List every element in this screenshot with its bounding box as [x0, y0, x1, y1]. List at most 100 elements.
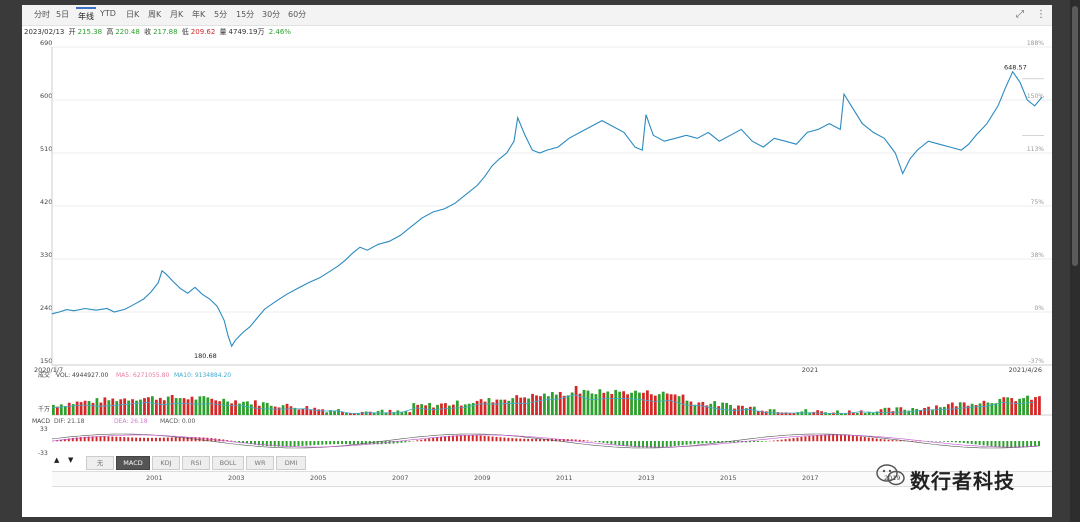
- time-navigator[interactable]: 2001 2003 2005 2007 2009 2011 2013 2015 2017 2019: [52, 471, 1052, 487]
- tab-period-11[interactable]: 60分: [288, 10, 307, 19]
- tab-period-5[interactable]: 周K: [148, 10, 162, 19]
- macd-dea-line: [51, 434, 1039, 448]
- macd-bar: [602, 441, 605, 443]
- macd-bar: [174, 437, 177, 442]
- macd-bar: [527, 438, 530, 442]
- volume-bar: [214, 400, 218, 415]
- macd-bar: [531, 438, 534, 442]
- scroll-down-arrow[interactable]: ▼: [68, 456, 74, 464]
- volume-bar: [87, 401, 91, 415]
- tab-period-4[interactable]: 日K: [126, 10, 140, 19]
- macd-bar: [475, 435, 478, 442]
- macd-bar: [400, 441, 403, 443]
- low-label: 低: [181, 28, 189, 36]
- volume-bar: [875, 411, 879, 415]
- volume-bar: [226, 401, 230, 415]
- macd-bar: [115, 436, 118, 442]
- tab-period-6[interactable]: 月K: [170, 10, 184, 19]
- macd-bar: [800, 436, 803, 442]
- tab-period-1[interactable]: 5日: [56, 10, 70, 19]
- macd-bar: [95, 436, 98, 442]
- macd-bar: [887, 439, 890, 442]
- macd-bar: [261, 441, 264, 446]
- volume-bar: [844, 413, 847, 415]
- indicator-tab-dmi[interactable]: DMI: [276, 456, 306, 470]
- volume-bar: [507, 400, 511, 415]
- macd-bar: [784, 439, 787, 442]
- volume-bar: [277, 407, 281, 415]
- volume-bar: [178, 398, 182, 415]
- volume-bar: [748, 406, 752, 415]
- macd-bar: [281, 441, 284, 447]
- period-toolbar: 分时 5日 年线 YTD 日K 周K 月K 年K 5分 15分 30分 60分 ⤢ ⋮: [22, 5, 1052, 26]
- volume-label: VOL: 4944927.00: [56, 372, 108, 379]
- macd-bar: [341, 441, 344, 445]
- more-icon[interactable]: ⋮: [1036, 9, 1046, 20]
- volume-bar: [887, 407, 891, 415]
- change-percent: 2.46%: [268, 28, 291, 36]
- indicator-tab-wr[interactable]: WR: [246, 456, 274, 470]
- macd-bar: [618, 441, 621, 446]
- wechat-icon: [876, 464, 905, 486]
- volume-label: 量: [219, 28, 227, 36]
- macd-bar: [495, 436, 498, 442]
- tab-period-2[interactable]: 年线: [76, 7, 96, 22]
- volume-bar: [685, 400, 689, 415]
- watermark-logo: 数行者科技: [874, 457, 1054, 515]
- volume-bar: [329, 410, 332, 415]
- macd-bar: [463, 435, 466, 442]
- volume-ma5-label: MA5: 6271055.80: [116, 372, 169, 379]
- macd-bar: [301, 441, 304, 446]
- indicator-tab-无[interactable]: 无: [86, 456, 114, 470]
- volume-bar: [661, 391, 665, 415]
- volume-bar: [962, 402, 966, 415]
- pct-tick-label: 113%: [1027, 146, 1044, 153]
- tab-period-9[interactable]: 15分: [236, 10, 255, 19]
- y-tick-label: 600: [40, 92, 52, 100]
- volume-bar: [1010, 398, 1014, 415]
- macd-bar: [895, 440, 898, 442]
- tab-period-3[interactable]: YTD: [100, 9, 116, 18]
- macd-bar: [107, 436, 110, 442]
- expand-icon[interactable]: ⤢: [1016, 9, 1024, 20]
- macd-bar: [634, 441, 637, 447]
- navigator-year-label: 2007: [392, 474, 409, 482]
- macd-bar: [939, 441, 942, 442]
- volume-bar: [253, 400, 257, 415]
- window-scrollbar[interactable]: [1070, 0, 1080, 522]
- macd-bar: [606, 441, 609, 444]
- indicator-tab-kdj[interactable]: KDJ: [152, 456, 180, 470]
- volume-bar: [388, 409, 392, 415]
- macd-bar: [87, 436, 90, 442]
- price-chart[interactable]: 690 188% 600 150% 510 113% 420 75% 330 38% 240 0% 15…: [22, 5, 1052, 517]
- tab-period-10[interactable]: 30分: [262, 10, 281, 19]
- scroll-thumb[interactable]: [1072, 6, 1078, 266]
- macd-bar: [440, 436, 443, 442]
- macd-bar: [103, 436, 106, 442]
- macd-bar: [586, 440, 589, 442]
- volume-bar: [420, 404, 424, 415]
- macd-bar: [455, 435, 458, 442]
- scroll-up-arrow[interactable]: ▲: [54, 456, 60, 464]
- volume-bar: [527, 398, 530, 415]
- volume-bar: [982, 400, 986, 415]
- tab-period-0[interactable]: 分时: [34, 10, 50, 19]
- indicator-tab-macd[interactable]: MACD: [116, 456, 150, 470]
- volume-bar: [642, 392, 645, 415]
- macd-bar: [170, 437, 173, 442]
- indicator-tab-rsi[interactable]: RSI: [182, 456, 210, 470]
- volume-bar: [511, 398, 515, 415]
- macd-bar: [717, 441, 720, 443]
- volume-bar: [851, 412, 855, 415]
- volume-bar: [281, 405, 285, 415]
- tab-period-8[interactable]: 5分: [214, 10, 228, 19]
- volume-bar: [1014, 401, 1018, 415]
- volume-bar: [923, 407, 926, 415]
- macd-bar: [99, 436, 102, 442]
- indicator-tab-boll[interactable]: BOLL: [212, 456, 244, 470]
- macd-bar: [574, 439, 577, 442]
- tab-period-7[interactable]: 年K: [192, 10, 206, 19]
- macd-bar: [313, 441, 316, 446]
- macd-bar: [91, 436, 94, 442]
- macd-bar: [832, 434, 835, 442]
